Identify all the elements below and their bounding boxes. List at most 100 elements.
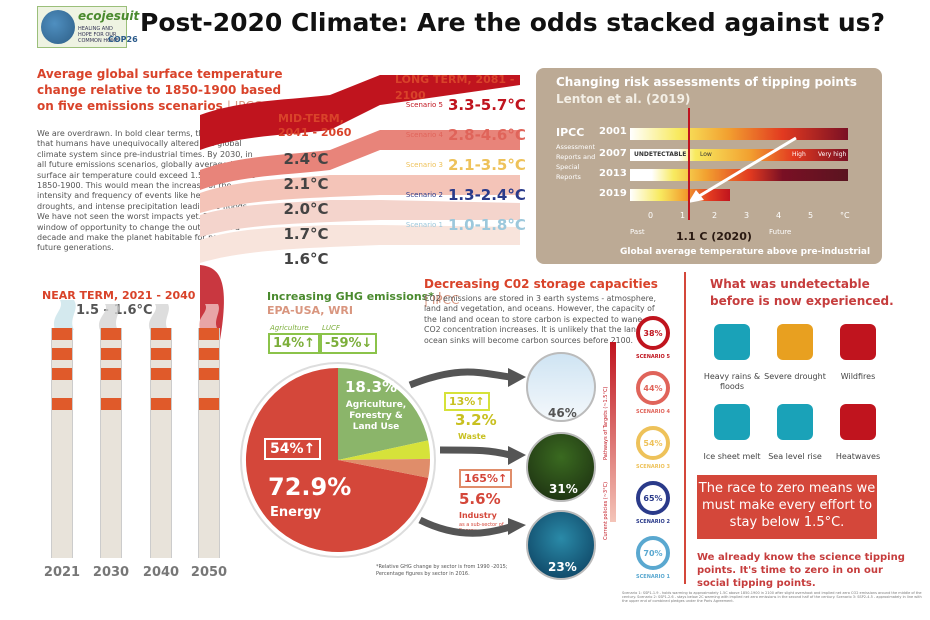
ecojesuit-logo: ecojesuit HEALING AND HOPE FOR OUR COMMO… — [37, 6, 139, 48]
waste-value: 3.2% — [455, 411, 497, 429]
scenario-value: 1.3-2.4°C — [448, 186, 526, 204]
scenario-ring: 44% — [636, 371, 670, 405]
chimney-stripe — [199, 398, 219, 410]
ring-label: SCENARIO 1 — [636, 574, 670, 580]
industry-label: Industry — [459, 511, 497, 520]
ring-label: SCENARIO 2 — [636, 519, 670, 525]
divider — [684, 272, 686, 584]
pie-industry — [338, 458, 431, 478]
pie-waste — [338, 440, 431, 460]
agri-label: Agriculture, Forestry & Land Use — [345, 400, 407, 432]
atmosphere-circle: 46% — [526, 352, 596, 422]
impact-label: Sea level rise — [768, 452, 822, 461]
energy-change: 54%↑ — [264, 438, 322, 460]
agriculture-change: 14%↑ — [268, 333, 321, 354]
flow-arrows — [408, 368, 526, 537]
mid-term-value: 1.6°C — [283, 250, 329, 268]
heatwave-icon — [840, 404, 876, 440]
row-year: 2007 — [599, 148, 627, 159]
logo-subtext: HEALING AND HOPE FOR OUR COMMON HOME — [78, 26, 119, 44]
experienced-title: What was undetectable before is now expe… — [710, 277, 894, 308]
agriculture-label: Agriculture — [270, 324, 309, 332]
pie-energy — [245, 368, 429, 552]
long-term-title: LONG TERM, 2081 - 2100 — [395, 73, 515, 102]
future-label: Future — [769, 228, 792, 236]
chimney-stripe — [101, 348, 121, 360]
row-year: 2013 — [599, 168, 627, 179]
band-scenario-4 — [200, 130, 520, 190]
chimney-stripe — [151, 368, 171, 380]
ghg-title-text: Increasing GHG emissions* — [267, 290, 434, 303]
ocean-circle: 23% — [526, 510, 596, 580]
near-term-title: NEAR TERM, 2021 - 2040 — [42, 289, 196, 302]
year-label: 2040 — [142, 565, 180, 580]
axis-title: Global average temperature above pre-ind… — [620, 247, 871, 257]
ring-label: SCENARIO 4 — [636, 409, 670, 415]
chimney — [100, 328, 122, 558]
co2-title: Decreasing C02 storage capacities | IPCC — [424, 276, 664, 308]
band-scenario-5 — [200, 75, 520, 150]
row-year: 2001 — [599, 126, 627, 137]
scenario-ring: 54% — [636, 426, 670, 460]
marker-line — [688, 108, 690, 220]
chimney-stripe — [199, 328, 219, 340]
atmosphere-value: 46% — [548, 406, 577, 420]
chimney-stripe — [101, 368, 121, 380]
chimney-stripe — [52, 368, 72, 380]
scenario-label: Scenario 4 — [405, 131, 443, 139]
long-term-row: Scenario 1 1.0-1.8°C — [395, 216, 535, 236]
energy-label: Energy — [270, 505, 322, 520]
undetectable-label: UNDETECTABLE — [634, 151, 687, 158]
shift-arrow — [688, 136, 797, 203]
co2-body: CO2 emissions are stored in 3 earth syst… — [424, 294, 658, 345]
scenario-footnote: Scenario 1: SSP1-1.9 - holds warming to … — [622, 591, 922, 604]
axis-tick-label: 5 — [808, 211, 814, 220]
axis-tick-label: °C — [840, 211, 850, 220]
chimney-stripe — [151, 398, 171, 410]
globe-icon — [41, 10, 75, 44]
chimney-stripe — [199, 348, 219, 360]
logo-text: ecojesuit — [78, 9, 140, 23]
energy-value: 72.9% — [268, 473, 352, 501]
ipcc-label: IPCC — [556, 126, 585, 139]
chimney — [51, 328, 73, 558]
chimney-stripe — [52, 398, 72, 410]
ghg-pie-chart — [240, 362, 436, 558]
scenario-label: Scenario 3 — [405, 161, 443, 169]
mid-term-title: MID-TERM, 2041 - 2060 — [278, 112, 352, 139]
band-scenario-1 — [200, 225, 520, 263]
agri-value: 18.3% — [345, 378, 398, 396]
ring-value: 38% — [643, 329, 663, 338]
axis-tick-label: 0 — [648, 211, 654, 220]
scenario-ring: 65% — [636, 481, 670, 515]
year-label: 2021 — [43, 565, 81, 580]
year-label: 2030 — [92, 565, 130, 580]
long-term-list: Scenario 5 3.3-5.7°C Scenario 4 2.8-4.6°C Sc… — [395, 96, 535, 256]
temperature-section-title: Average global surface temperature chang… — [37, 66, 302, 114]
chimney-stripe — [151, 328, 171, 340]
chimney-stripe — [199, 368, 219, 380]
high-label: High — [792, 151, 806, 158]
land-value: 31% — [549, 482, 578, 496]
long-term-row: Scenario 4 2.8-4.6°C — [395, 126, 535, 146]
impact-label: Wildfires — [840, 372, 876, 381]
chimney — [198, 328, 220, 558]
mid-term-value: 2.4°C — [283, 150, 329, 168]
ghg-source: | EPA-USA, WRI — [267, 290, 442, 317]
very-high-label: Very high — [818, 151, 847, 158]
waste-label: Waste — [458, 432, 486, 441]
ring-value: 54% — [643, 439, 663, 448]
temperature-bands — [200, 75, 520, 340]
land-circle: 31% — [526, 432, 596, 502]
ghg-footnote: *Relative GHG change by sector is from 1… — [376, 564, 508, 577]
temperature-body: We are overdrawn. In bold clear terms, t… — [37, 129, 257, 253]
tipping-subtitle: Lenton et al. (2019) — [556, 92, 691, 106]
temperature-title-text: Average global surface temperature chang… — [37, 67, 283, 113]
mid-term-value: 2.1°C — [283, 175, 329, 193]
scenario-ring: 70% — [636, 536, 670, 570]
axis-tick-label: 2 — [712, 211, 718, 220]
row-2007-bar: UNDETECTABLE Low High Very high — [630, 149, 848, 161]
chimney-stripe — [151, 348, 171, 360]
scenario-value: 2.8-4.6°C — [448, 126, 526, 144]
row-year: 2019 — [599, 188, 627, 199]
